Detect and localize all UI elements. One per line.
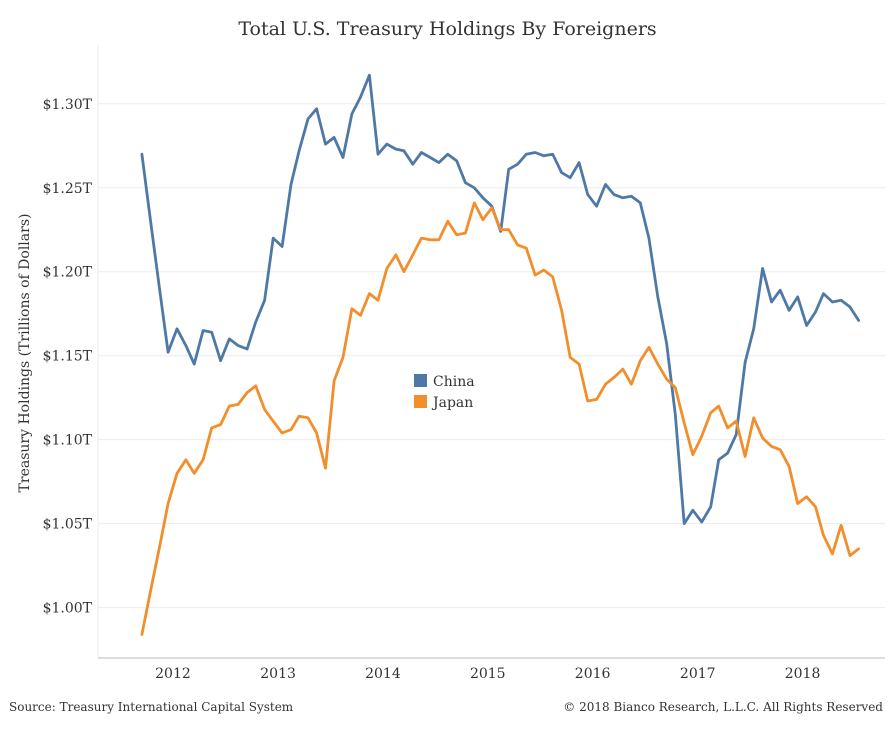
gridlines <box>98 103 885 609</box>
x-tick-label: 2014 <box>365 666 401 682</box>
y-tick-label: $1.10T <box>43 433 93 449</box>
y-tick-label: $1.20T <box>43 265 93 281</box>
source-note: Source: Treasury International Capital S… <box>9 700 294 714</box>
line-chart: $1.00T $1.05T $1.10T $1.15T $1.20T $1.25T $1.3… <box>17 45 885 682</box>
y-tick-label: $1.00T <box>43 601 93 617</box>
series-lines <box>140 73 860 636</box>
x-tick-label: 2015 <box>470 666 506 682</box>
legend-label-china: China <box>433 374 475 390</box>
x-tick-label: 2016 <box>575 666 611 682</box>
legend-label-japan: Japan <box>431 395 473 411</box>
legend: China Japan <box>414 374 475 411</box>
y-tick-label: $1.25T <box>43 181 93 197</box>
y-axis: $1.00T $1.05T $1.10T $1.15T $1.20T $1.25T $1.3… <box>43 45 99 658</box>
series-line-japan <box>140 201 860 636</box>
x-tick-label: 2012 <box>155 666 191 682</box>
x-tick-label: 2018 <box>785 666 821 682</box>
y-tick-label: $1.15T <box>43 349 93 365</box>
legend-swatch-china <box>414 374 427 387</box>
series-line-china <box>140 73 860 525</box>
y-tick-label: $1.30T <box>43 97 93 113</box>
y-tick-label: $1.05T <box>43 517 93 533</box>
x-tick-label: 2017 <box>680 666 716 682</box>
x-axis: 2012 2013 2014 2015 2016 2017 2018 <box>98 657 885 682</box>
x-tick-label: 2013 <box>260 666 296 682</box>
y-axis-label: Treasury Holdings (Trillions of Dollars) <box>17 214 33 493</box>
chart-title: Total U.S. Treasury Holdings By Foreigne… <box>238 18 657 40</box>
copyright-note: © 2018 Bianco Research, L.L.C. All Right… <box>563 700 883 714</box>
legend-swatch-japan <box>414 395 427 408</box>
